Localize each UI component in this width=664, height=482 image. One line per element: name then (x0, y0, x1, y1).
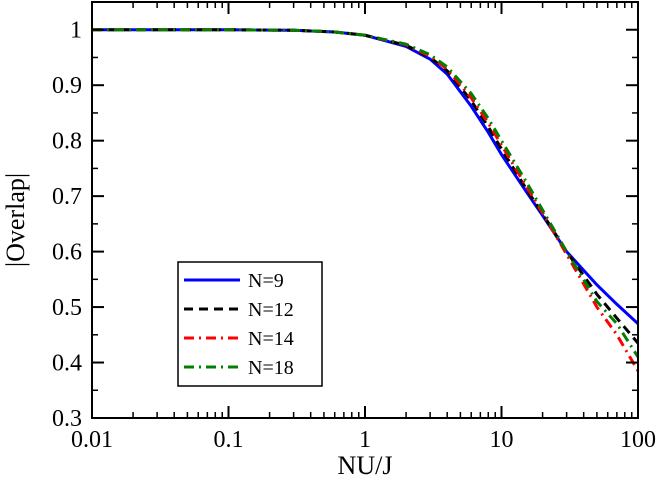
x-tick-label: 0.1 (214, 427, 244, 453)
x-axis-label: NU/J (338, 451, 393, 480)
plot-marks (92, 28, 640, 372)
y-tick-label: 0.9 (52, 73, 82, 99)
x-tick-label: 0.01 (71, 427, 113, 453)
y-tick-label: 0.3 (52, 406, 82, 432)
legend-label: N=9 (248, 270, 284, 292)
y-axis-label: |Overlap| (1, 173, 30, 267)
legend-label: N=18 (248, 357, 294, 379)
axis-ticks: 0.01 0.1 1 10 100 0.3 0.4 0.5 0.6 0.7 0.8 0.9 1 (52, 1, 656, 453)
y-tick-label: 0.7 (52, 184, 82, 210)
legend: N=9 N=12 N=14 N=18 (177, 261, 323, 387)
y-tick-label: 1 (70, 18, 82, 44)
y-tick-label: 0.8 (52, 129, 82, 155)
legend-box (177, 261, 323, 387)
x-tick-label: 100 (620, 427, 656, 453)
legend-label: N=12 (248, 299, 294, 321)
series-line-n-9 (92, 28, 640, 325)
plot-frame (91, 1, 639, 419)
y-tick-label: 0.6 (52, 240, 82, 266)
y-tick-label: 0.4 (52, 351, 82, 377)
series-line-n-14 (92, 28, 640, 372)
x-tick-label: 10 (490, 427, 514, 453)
series-line-n-18 (92, 28, 640, 358)
legend-label: N=14 (248, 328, 294, 350)
series-line-n-12 (92, 28, 640, 345)
y-tick-label: 0.5 (52, 295, 82, 321)
x-tick-label: 1 (359, 427, 371, 453)
